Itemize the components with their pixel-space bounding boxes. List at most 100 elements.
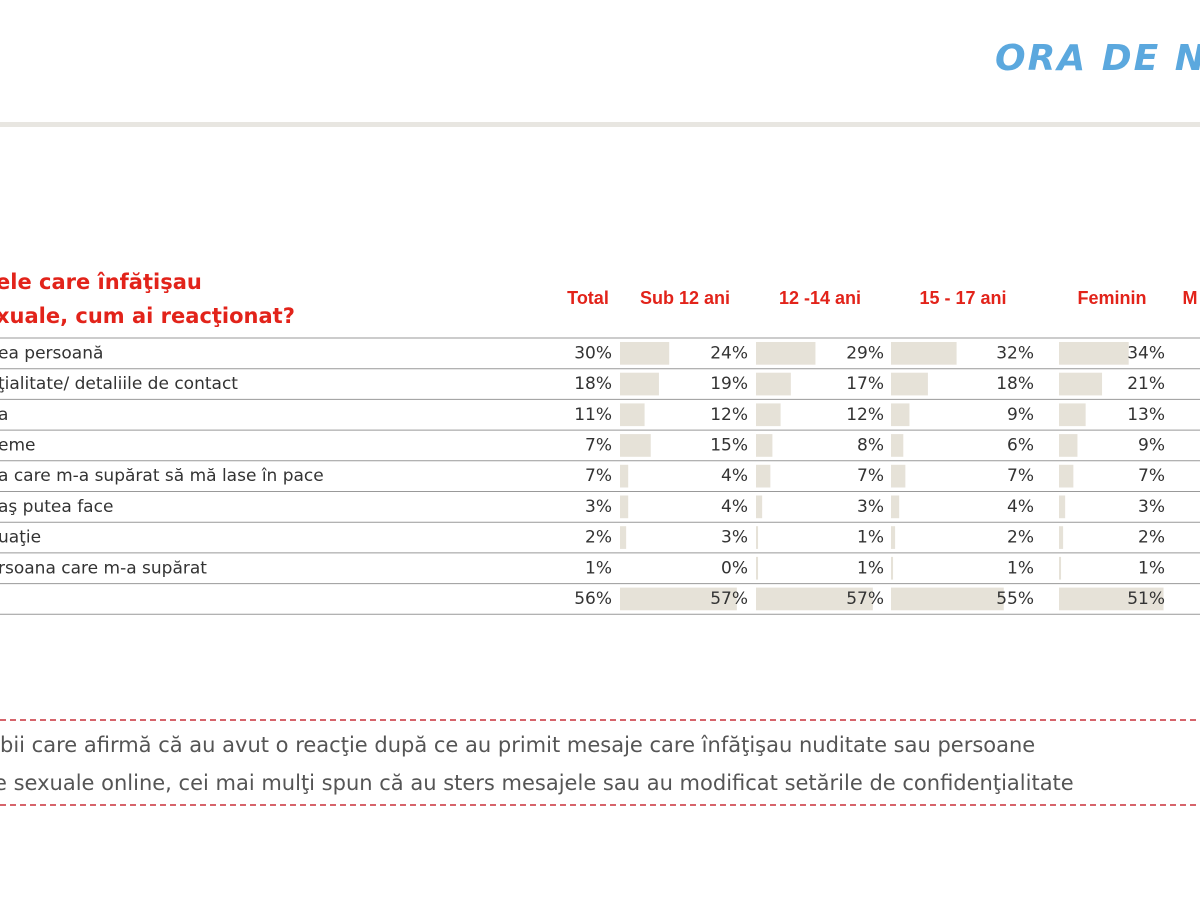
question-line: ele care înfăţişau	[0, 270, 202, 294]
bar	[891, 342, 957, 365]
cell-value: 2%	[585, 528, 612, 548]
bar	[1059, 464, 1074, 488]
bar	[1059, 495, 1066, 519]
cell-value: 4%	[1007, 497, 1034, 517]
cell-value: 55%	[996, 589, 1034, 609]
column-header: Total	[567, 288, 609, 308]
cell-value: 3%	[585, 497, 612, 517]
cell-value: 2%	[1007, 528, 1034, 548]
cell-value: 1%	[857, 528, 884, 548]
cell-value: 12%	[710, 405, 748, 425]
cell-value: 57%	[846, 589, 884, 609]
cell-value: 30%	[574, 343, 612, 363]
bar	[756, 342, 816, 365]
bar	[620, 403, 645, 427]
row-label: eme	[0, 435, 35, 455]
cell-value: 32%	[996, 343, 1034, 363]
cell-value: 1%	[1138, 558, 1165, 578]
cell-value: 57%	[710, 589, 748, 609]
cell-value: 9%	[1138, 435, 1165, 455]
cell-value: 56%	[574, 589, 612, 609]
bar	[891, 464, 906, 488]
bar	[620, 526, 627, 549]
cell-value: 7%	[1007, 466, 1034, 486]
bar	[620, 342, 670, 365]
column-header: Sub 12 ani	[640, 288, 730, 308]
cell-value: 4%	[721, 497, 748, 517]
bar	[891, 403, 910, 427]
cell-value: 24%	[710, 343, 748, 363]
cell-value: 6%	[1007, 435, 1034, 455]
cell-value: 0%	[721, 558, 748, 578]
cell-value: 17%	[846, 374, 884, 394]
bar	[756, 526, 759, 549]
cell-value: 4%	[721, 466, 748, 486]
cell-value: 13%	[1127, 405, 1165, 425]
bar	[756, 403, 781, 427]
cell-value: 18%	[996, 374, 1034, 394]
bar	[620, 495, 629, 519]
cell-value: 3%	[857, 497, 884, 517]
column-header: 12 -14 ani	[779, 288, 861, 308]
cell-value: 18%	[574, 374, 612, 394]
row-label: a care m-a supărat să mă lase în pace	[0, 466, 324, 486]
bar	[756, 495, 763, 519]
bar	[1059, 556, 1062, 580]
bar	[891, 556, 894, 580]
bar	[756, 372, 791, 396]
cell-value: 7%	[1138, 466, 1165, 486]
bar	[756, 464, 771, 488]
row-label: a	[0, 405, 8, 425]
row-label: ţialitate/ detaliile de contact	[0, 374, 238, 394]
cell-value: 19%	[710, 374, 748, 394]
column-header: 15 - 17 ani	[919, 288, 1006, 308]
cell-value: 34%	[1127, 343, 1165, 363]
cell-value: 7%	[857, 466, 884, 486]
bar	[1059, 587, 1164, 611]
cell-value: 7%	[585, 466, 612, 486]
bar	[891, 372, 928, 396]
note-line: e sexuale online, cei mai mulţi spun că …	[0, 771, 1074, 795]
cell-value: 7%	[585, 435, 612, 455]
cell-value: 29%	[846, 343, 884, 363]
cell-value: 1%	[585, 558, 612, 578]
cell-value: 1%	[1007, 558, 1034, 578]
cell-value: 51%	[1127, 589, 1165, 609]
cell-value: 21%	[1127, 374, 1165, 394]
cell-value: 1%	[857, 558, 884, 578]
bar	[1059, 526, 1064, 549]
bar	[620, 372, 659, 396]
bar	[756, 587, 873, 611]
bar	[891, 434, 904, 457]
bar	[1059, 342, 1129, 365]
cell-value: 9%	[1007, 405, 1034, 425]
cell-value: 3%	[1138, 497, 1165, 517]
top-rule	[0, 122, 1200, 127]
bar	[620, 434, 651, 457]
bar	[1059, 403, 1086, 427]
cell-value: 12%	[846, 405, 884, 425]
bar	[891, 495, 900, 519]
bar	[891, 587, 1004, 611]
bar	[620, 464, 629, 488]
bar	[891, 526, 896, 549]
row-label: aş putea face	[0, 497, 113, 517]
bar	[756, 556, 759, 580]
bar	[1059, 372, 1103, 396]
cell-value: 8%	[857, 435, 884, 455]
question-line: xuale, cum ai reacţionat?	[0, 304, 295, 328]
cell-value: 15%	[710, 435, 748, 455]
column-header: M	[1183, 288, 1198, 308]
cell-value: 3%	[721, 528, 748, 548]
bar	[756, 434, 773, 457]
row-label: uaţie	[0, 528, 41, 548]
logo: ORA DE NET	[995, 38, 1200, 79]
row-label: ea persoană	[0, 343, 103, 363]
note-line: bii care afirmă că au avut o reacţie dup…	[0, 733, 1035, 757]
bar	[1059, 434, 1078, 457]
bar	[620, 587, 737, 611]
cell-value: 11%	[574, 405, 612, 425]
column-header: Feminin	[1077, 288, 1146, 308]
row-label: rsoana care m-a supărat	[0, 558, 207, 578]
